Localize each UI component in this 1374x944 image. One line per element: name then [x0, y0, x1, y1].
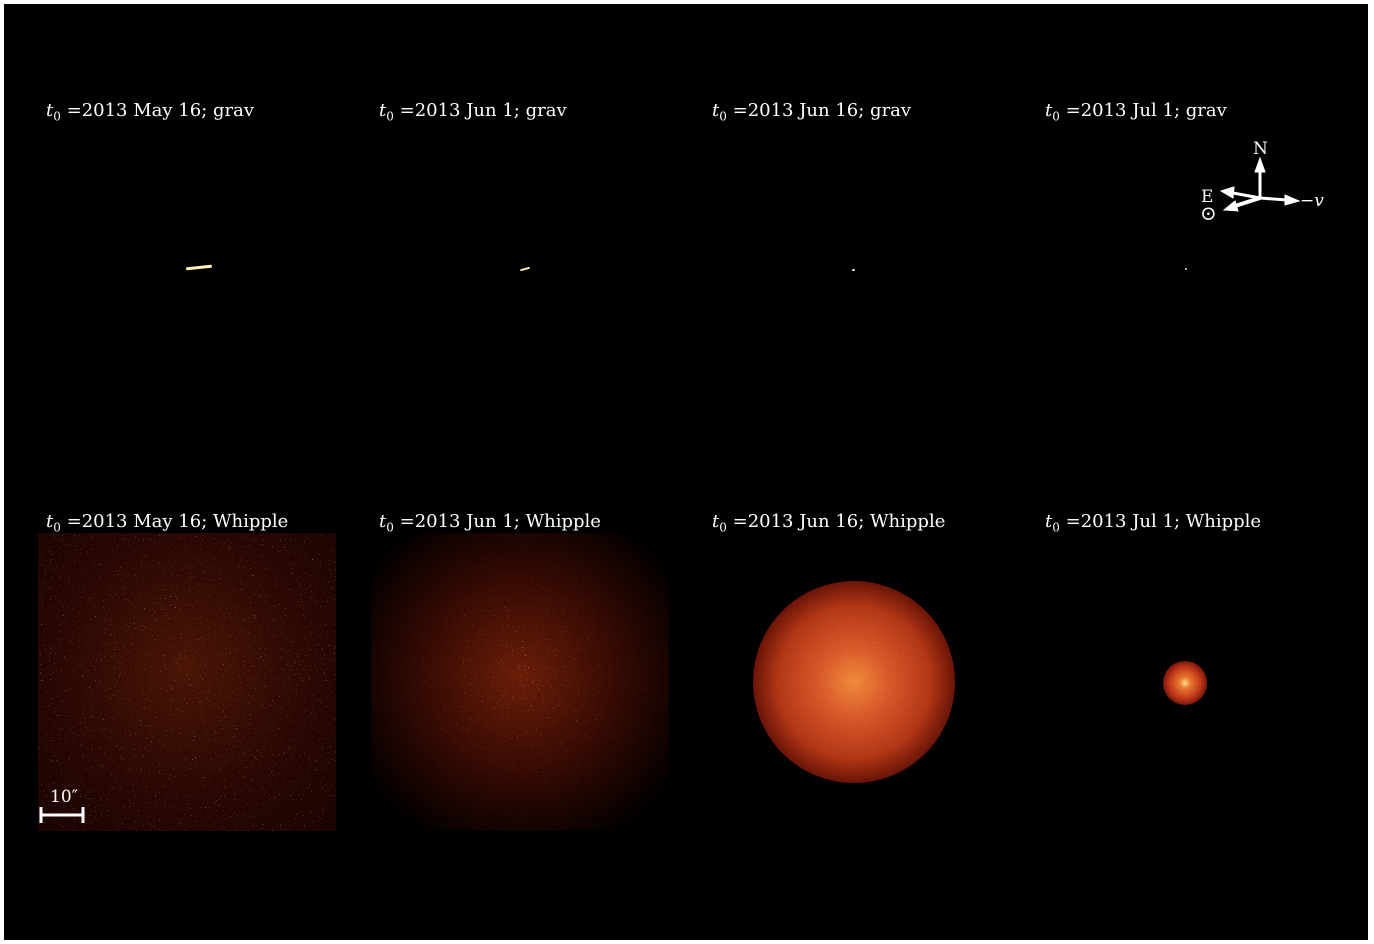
dust-streak: [519, 266, 531, 272]
panel-label: t0 =2013 May 16; grav: [46, 100, 255, 124]
panel-label: t0 =2013 Jul 1; Whipple: [1045, 511, 1262, 535]
velocity-arrowhead: [1284, 194, 1301, 206]
panel-label: t0 =2013 Jun 1; grav: [379, 100, 567, 124]
panel-grav-jun1: t0 =2013 Jun 1; grav: [369, 4, 703, 414]
scale-bar: [39, 807, 85, 823]
panel-whipple-jun1: t0 =2013 Jun 1; Whipple: [369, 415, 703, 831]
panel-label: t0 =2013 Jul 1; grav: [1045, 100, 1227, 124]
panel-whipple-jun16: t0 =2013 Jun 16; Whipple: [702, 415, 1036, 825]
panel-grav-jun16: t0 =2013 Jun 16; grav: [702, 4, 1036, 414]
sun-arrow: [1234, 196, 1261, 208]
dust-streak: [185, 264, 213, 271]
figure-canvas: t0 =2013 May 16; grav t0 =2013 Jun 1; gr…: [4, 4, 1368, 940]
panel-grav-may16: t0 =2013 May 16; grav: [36, 4, 370, 414]
dust-coma-image: [1163, 661, 1207, 705]
dust-field-image: [371, 533, 669, 831]
east-label: E: [1201, 187, 1213, 207]
panel-whipple-may16: t0 =2013 May 16; Whipple 10″: [36, 415, 370, 831]
east-arrow: [1232, 191, 1261, 200]
dust-field-image: [38, 533, 336, 831]
compass-icon: N E −v ⊙: [1200, 139, 1324, 225]
panel-label: t0 =2013 Jun 16; grav: [712, 100, 912, 124]
north-label: N: [1253, 139, 1268, 159]
velocity-label: −v: [1300, 191, 1324, 211]
east-arrowhead: [1219, 186, 1235, 199]
north-arrowhead: [1254, 156, 1266, 173]
sun-label: ⊙: [1200, 201, 1217, 225]
panel-label: t0 =2013 May 16; Whipple: [46, 511, 289, 535]
panel-label: t0 =2013 Jun 1; Whipple: [379, 511, 601, 535]
panel-grav-jul1: t0 =2013 Jul 1; grav N E −v ⊙: [1035, 4, 1368, 414]
sun-arrowhead: [1222, 200, 1239, 212]
dust-coma-image: [753, 581, 955, 783]
velocity-arrow: [1259, 196, 1288, 202]
panel-whipple-jul1: t0 =2013 Jul 1; Whipple: [1035, 415, 1368, 825]
scale-bar-label: 10″: [50, 787, 78, 807]
panel-label: t0 =2013 Jun 16; Whipple: [712, 511, 946, 535]
dust-streak: [852, 269, 855, 271]
dust-streak: [1185, 268, 1187, 270]
